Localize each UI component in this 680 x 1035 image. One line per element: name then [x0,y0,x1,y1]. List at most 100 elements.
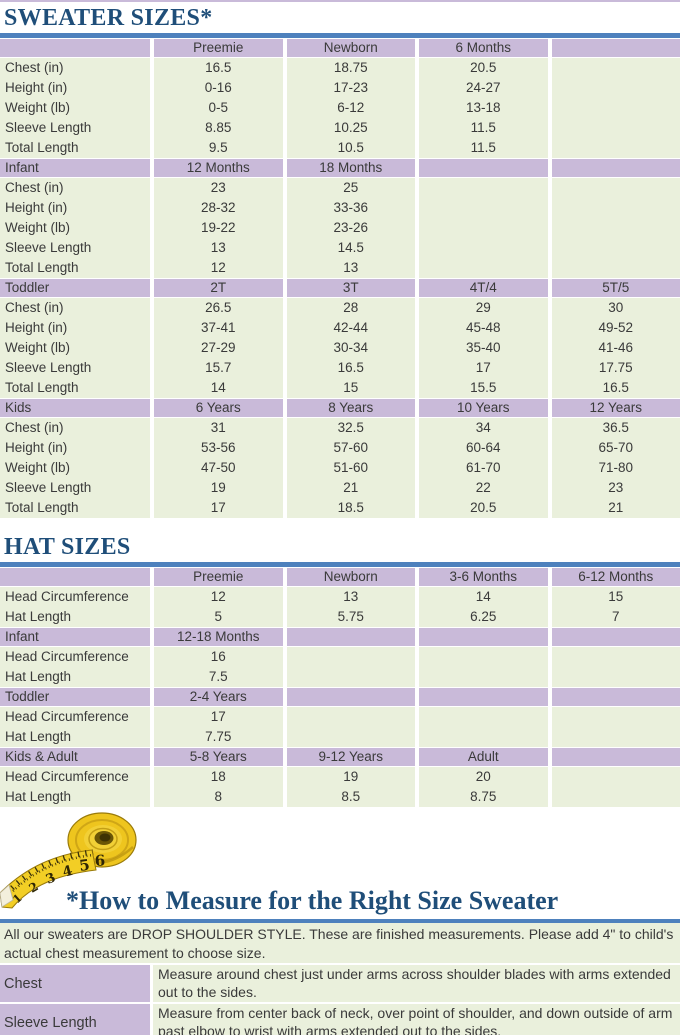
measurement-value: 36.5 [551,418,680,438]
size-column-header [419,627,548,647]
measurement-value: 15 [551,587,680,607]
measurement-value: 17 [419,358,548,378]
measurement-value: 10.5 [286,138,415,158]
measurement-label: Sleeve Length [0,478,150,498]
measurement-value [286,707,415,727]
measurement-value: 19-22 [154,218,283,238]
measurement-value [551,218,680,238]
measurement-label: Total Length [0,498,150,518]
measurement-value: 41-46 [551,338,680,358]
measure-row-description: Measure from center back of neck, over p… [153,1004,680,1035]
measurement-value: 28 [286,298,415,318]
sweater-sizes-title: SWEATER SIZES* [4,5,213,31]
measurement-value: 17-23 [286,78,415,98]
measurement-value: 15 [286,378,415,398]
measurement-value: 11.5 [419,138,548,158]
measurement-value [286,667,415,687]
size-column-header: 5-8 Years [154,747,283,767]
measurement-value [551,707,680,727]
section-label: Infant [0,627,150,647]
measurement-label: Head Circumference [0,767,150,787]
hat-title-underline [0,562,680,567]
measurement-value [551,667,680,687]
measurement-value: 31 [154,418,283,438]
measurement-value: 16 [154,647,283,667]
measurement-value: 21 [286,478,415,498]
measurement-value [551,258,680,278]
measurement-value [551,118,680,138]
section-label: Kids [0,398,150,418]
measurement-value: 45-48 [419,318,548,338]
measurement-value: 6-12 [286,98,415,118]
measurement-value: 51-60 [286,458,415,478]
measurement-label: Total Length [0,378,150,398]
size-column-header [551,747,680,767]
measurement-value [419,238,548,258]
measurement-label: Head Circumference [0,587,150,607]
size-column-header: 12-18 Months [154,627,283,647]
size-column-header: Adult [419,747,548,767]
size-column-header: 8 Years [286,398,415,418]
measurement-value: 13 [154,238,283,258]
size-column-header: 2T [154,278,283,298]
measurement-value: 6.25 [419,607,548,627]
measurement-value: 30-34 [286,338,415,358]
measure-title: *How to Measure for the Right Size Sweat… [66,886,559,915]
measurement-value: 9.5 [154,138,283,158]
size-column-header [419,687,548,707]
measurement-value: 14.5 [286,238,415,258]
size-column-header: 18 Months [286,158,415,178]
section-label: Infant [0,158,150,178]
measurement-label: Head Circumference [0,707,150,727]
measurement-value: 7 [551,607,680,627]
measurement-value: 32.5 [286,418,415,438]
measurement-value: 26.5 [154,298,283,318]
section-label: Kids & Adult [0,747,150,767]
size-column-header: Preemie [154,38,283,58]
measurement-value: 34 [419,418,548,438]
measurement-value: 20.5 [419,58,548,78]
measurement-value [551,238,680,258]
section-label [0,38,150,58]
measurement-value: 15.5 [419,378,548,398]
size-column-header: 6-12 Months [551,567,680,587]
section-label: Toddler [0,687,150,707]
measurement-label: Chest (in) [0,58,150,78]
measurement-value: 11.5 [419,118,548,138]
measure-intro-text: All our sweaters are DROP SHOULDER STYLE… [0,923,680,963]
tape-number: 6 [94,851,105,870]
measurement-value: 13 [286,587,415,607]
measurement-value: 8.75 [419,787,548,807]
measurement-value [419,707,548,727]
measurement-value: 17 [154,498,283,518]
measurement-value: 57-60 [286,438,415,458]
measurement-label: Height (in) [0,318,150,338]
measurement-value: 14 [419,587,548,607]
size-column-header: 2-4 Years [154,687,283,707]
size-column-header [551,687,680,707]
section-label [0,567,150,587]
measurement-value: 21 [551,498,680,518]
size-column-header: 12 Months [154,158,283,178]
measure-row-chest: Chest Measure around chest just under ar… [0,965,680,1002]
measurement-value: 18 [154,767,283,787]
size-column-header [551,158,680,178]
measurement-value: 17.75 [551,358,680,378]
measurement-label: Hat Length [0,787,150,807]
measurement-value [419,198,548,218]
measurement-label: Sleeve Length [0,238,150,258]
size-column-header [419,158,548,178]
measurement-value: 65-70 [551,438,680,458]
size-column-header: 10 Years [419,398,548,418]
measurement-value: 29 [419,298,548,318]
measurement-value: 35-40 [419,338,548,358]
measurement-value: 0-5 [154,98,283,118]
size-column-header: Preemie [154,567,283,587]
measure-title-underline [0,919,680,923]
tape-number: 4 [61,863,75,881]
measurement-value: 53-56 [154,438,283,458]
measurement-value: 7.75 [154,727,283,747]
sweater-title-underline [0,33,680,38]
measurement-value: 23 [154,178,283,198]
